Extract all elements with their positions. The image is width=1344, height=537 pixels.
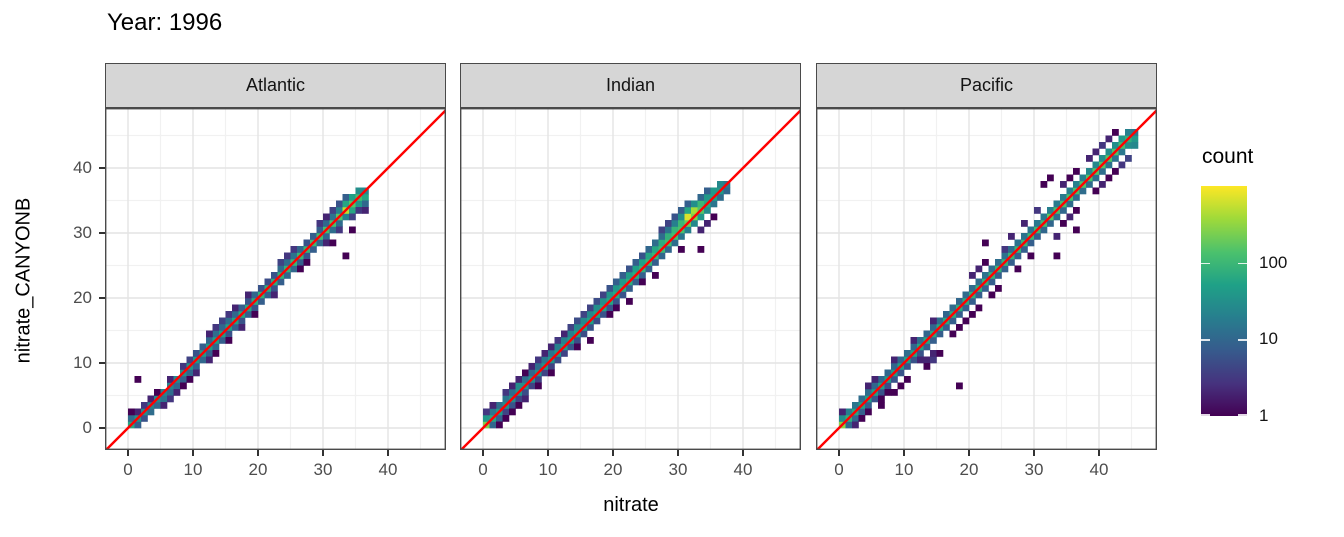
x-axis-tick-mark <box>482 450 484 456</box>
y-axis-tick-label: 40 <box>73 158 92 177</box>
x-axis-tick-mark <box>547 450 549 456</box>
legend-tick-label: 10 <box>1259 329 1278 349</box>
x-axis-tick-mark <box>677 450 679 456</box>
x-axis-tick-mark <box>742 450 744 456</box>
panel-plot-area <box>460 108 801 450</box>
x-axis-tick-mark <box>838 450 840 456</box>
x-axis-tick-mark <box>903 450 905 456</box>
chart-title: Year: 1996 <box>107 9 223 36</box>
facet-strip-pacific: Pacific <box>816 63 1157 108</box>
y-axis-tick-mark <box>99 232 105 234</box>
panel-plot-area <box>105 108 446 450</box>
x-axis-tick-mark <box>257 450 259 456</box>
x-axis-tick-label: 30 <box>313 460 333 479</box>
x-axis-tick-mark <box>612 450 614 456</box>
x-axis-tick-label: 20 <box>603 460 623 479</box>
x-axis-tick-label: 40 <box>1089 460 1109 479</box>
panel-plot-area <box>816 108 1157 450</box>
x-axis-tick-label: 0 <box>834 460 844 479</box>
facet-panel-pacific <box>816 108 1157 450</box>
legend-tick-mark <box>1238 262 1247 265</box>
y-axis-tick-mark <box>99 297 105 299</box>
x-axis-tick-label: 40 <box>378 460 398 479</box>
y-axis-title: nitrate_CANYONB <box>12 197 35 364</box>
x-axis-tick-label: 10 <box>894 460 914 479</box>
facet-strip-indian: Indian <box>460 63 801 108</box>
y-axis-tick-label: 30 <box>73 223 92 242</box>
legend-tick-mark <box>1238 339 1247 342</box>
x-axis-tick-label: 20 <box>248 460 268 479</box>
facet-strip-label: Indian <box>605 75 656 95</box>
x-axis-tick-label: 0 <box>478 460 488 479</box>
x-axis-tick-mark <box>192 450 194 456</box>
legend-tick-mark <box>1201 262 1210 265</box>
legend-title: count <box>1202 145 1254 168</box>
identity-line <box>460 108 801 450</box>
x-axis-tick-mark <box>127 450 129 456</box>
facet-panel-indian <box>460 108 801 450</box>
identity-line <box>816 108 1157 450</box>
legend-colorbar <box>1201 186 1247 416</box>
legend-tick-mark <box>1201 339 1210 342</box>
y-axis-tick-label: 20 <box>73 288 92 307</box>
x-axis-tick-mark <box>387 450 389 456</box>
facet-strip-atlantic: Atlantic <box>105 63 446 108</box>
facet-strip-label: Atlantic <box>245 75 306 95</box>
x-axis-tick-mark <box>1098 450 1100 456</box>
y-axis-tick-mark <box>99 427 105 429</box>
legend-tick-mark <box>1238 414 1247 416</box>
x-axis-tick-mark <box>968 450 970 456</box>
x-axis-tick-label: 0 <box>123 460 133 479</box>
legend-tick-mark <box>1201 414 1210 416</box>
x-axis-tick-label: 30 <box>668 460 688 479</box>
legend-tick-label: 1 <box>1259 406 1269 425</box>
facet-panel-atlantic <box>105 108 446 450</box>
x-axis-tick-label: 10 <box>538 460 558 479</box>
legend-tick-label: 100 <box>1259 252 1288 272</box>
x-axis-tick-label: 40 <box>733 460 753 479</box>
facet-strip-label: Pacific <box>959 75 1013 95</box>
x-axis-tick-mark <box>1033 450 1035 456</box>
x-axis-tick-label: 10 <box>183 460 203 479</box>
x-axis-tick-label: 30 <box>1024 460 1044 479</box>
y-axis-tick-label: 10 <box>73 353 92 372</box>
identity-line <box>105 108 446 450</box>
x-axis-tick-label: 20 <box>959 460 979 479</box>
y-axis-tick-mark <box>99 362 105 364</box>
x-axis-title: nitrate <box>603 494 659 516</box>
y-axis-tick-mark <box>99 167 105 169</box>
y-axis-tick-label: 0 <box>82 418 92 437</box>
x-axis-tick-mark <box>322 450 324 456</box>
